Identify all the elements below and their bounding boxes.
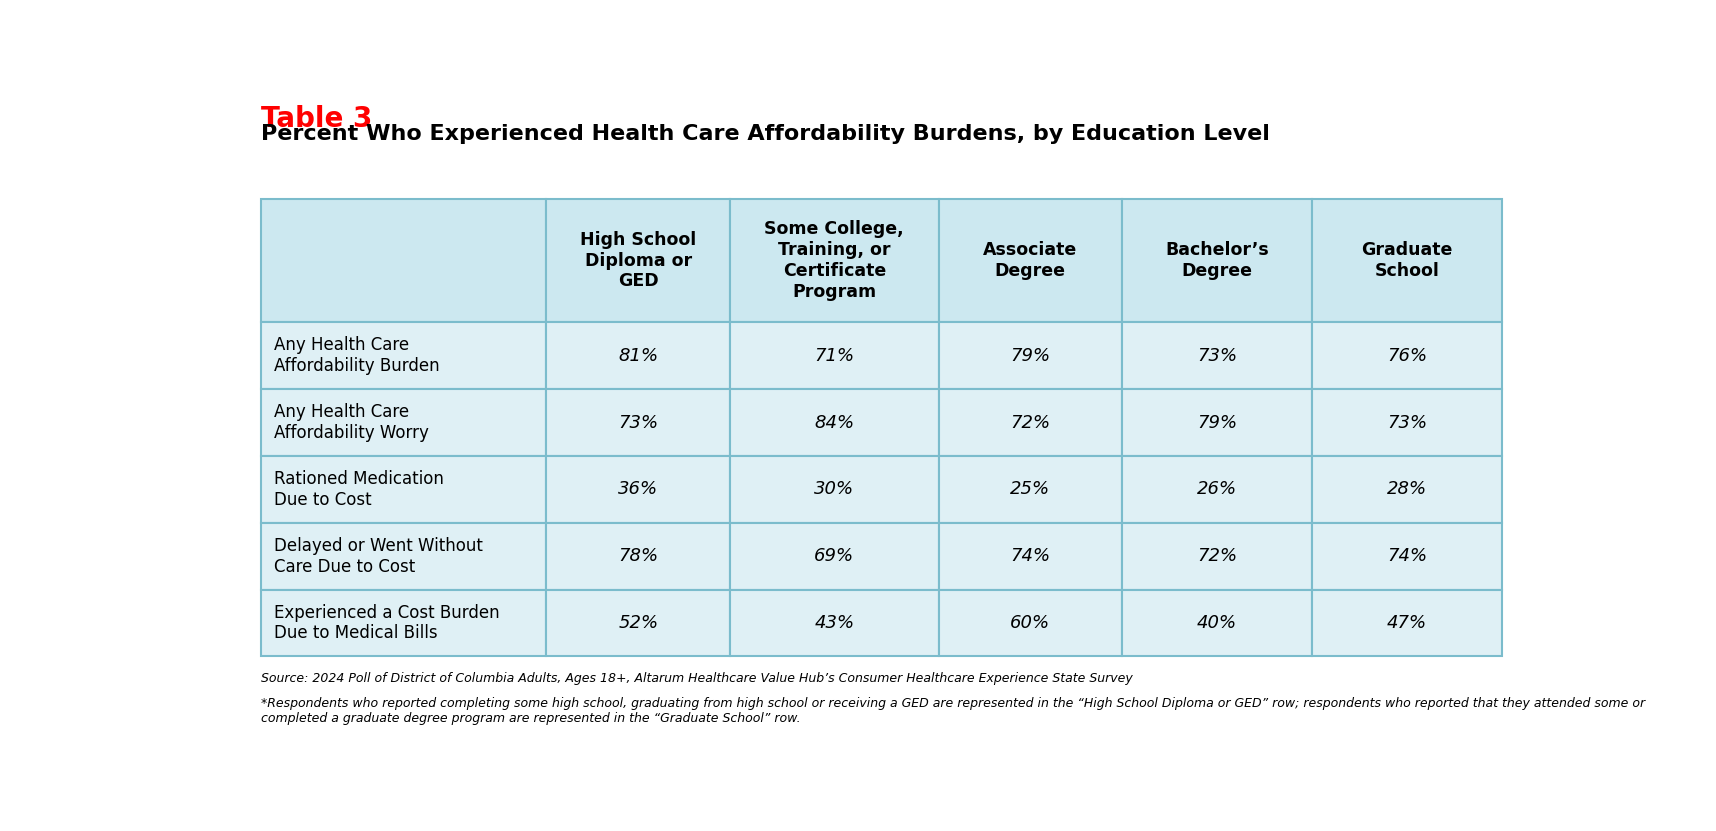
Text: Table 3: Table 3 bbox=[261, 105, 372, 133]
Bar bbox=[1313, 456, 1502, 523]
Bar bbox=[1313, 322, 1502, 389]
Text: 73%: 73% bbox=[618, 414, 659, 431]
Text: 79%: 79% bbox=[1011, 347, 1050, 365]
Bar bbox=[261, 456, 546, 523]
Text: 81%: 81% bbox=[618, 347, 659, 365]
Bar bbox=[939, 590, 1122, 656]
Bar bbox=[1122, 322, 1313, 389]
Text: Percent Who Experienced Health Care Affordability Burdens, by Education Level: Percent Who Experienced Health Care Affo… bbox=[261, 124, 1270, 144]
Bar bbox=[1313, 199, 1502, 322]
Bar bbox=[261, 389, 546, 456]
Text: 71%: 71% bbox=[813, 347, 855, 365]
Text: 40%: 40% bbox=[1198, 614, 1237, 632]
Bar bbox=[261, 322, 546, 389]
Text: Any Health Care
Affordability Burden: Any Health Care Affordability Burden bbox=[275, 337, 439, 376]
Bar bbox=[939, 456, 1122, 523]
Text: Source: 2024 Poll of District of Columbia Adults, Ages 18+, Altarum Healthcare V: Source: 2024 Poll of District of Columbi… bbox=[261, 672, 1133, 686]
Text: 47%: 47% bbox=[1387, 614, 1428, 632]
Bar bbox=[1122, 199, 1313, 322]
Bar bbox=[1313, 590, 1502, 656]
Bar bbox=[729, 590, 939, 656]
Bar bbox=[546, 456, 729, 523]
Text: 79%: 79% bbox=[1198, 414, 1237, 431]
Text: 73%: 73% bbox=[1198, 347, 1237, 365]
Bar bbox=[729, 199, 939, 322]
Bar bbox=[729, 456, 939, 523]
Bar bbox=[1122, 590, 1313, 656]
Bar bbox=[261, 590, 546, 656]
Text: 60%: 60% bbox=[1011, 614, 1050, 632]
Text: 43%: 43% bbox=[813, 614, 855, 632]
Text: Some College,
Training, or
Certificate
Program: Some College, Training, or Certificate P… bbox=[765, 220, 904, 301]
Bar bbox=[1122, 389, 1313, 456]
Bar bbox=[939, 199, 1122, 322]
Text: 25%: 25% bbox=[1011, 480, 1050, 499]
Text: 74%: 74% bbox=[1387, 547, 1428, 565]
Bar bbox=[729, 389, 939, 456]
Bar bbox=[546, 322, 729, 389]
Text: 84%: 84% bbox=[813, 414, 855, 431]
Bar bbox=[546, 199, 729, 322]
Bar bbox=[939, 523, 1122, 590]
Bar bbox=[939, 389, 1122, 456]
Text: 26%: 26% bbox=[1198, 480, 1237, 499]
Bar bbox=[1313, 389, 1502, 456]
Bar bbox=[261, 199, 546, 322]
Text: Any Health Care
Affordability Worry: Any Health Care Affordability Worry bbox=[275, 403, 429, 442]
Bar bbox=[546, 389, 729, 456]
Text: Rationed Medication
Due to Cost: Rationed Medication Due to Cost bbox=[275, 470, 444, 509]
Text: 69%: 69% bbox=[813, 547, 855, 565]
Bar bbox=[1313, 523, 1502, 590]
Bar bbox=[729, 523, 939, 590]
Text: 73%: 73% bbox=[1387, 414, 1428, 431]
Text: 36%: 36% bbox=[618, 480, 659, 499]
Text: Delayed or Went Without
Care Due to Cost: Delayed or Went Without Care Due to Cost bbox=[275, 537, 484, 576]
Text: Graduate
School: Graduate School bbox=[1361, 241, 1453, 280]
Text: 76%: 76% bbox=[1387, 347, 1428, 365]
Text: Associate
Degree: Associate Degree bbox=[983, 241, 1078, 280]
Text: 72%: 72% bbox=[1198, 547, 1237, 565]
Bar bbox=[939, 322, 1122, 389]
Bar bbox=[729, 322, 939, 389]
Bar bbox=[546, 523, 729, 590]
Text: 78%: 78% bbox=[618, 547, 659, 565]
Text: 74%: 74% bbox=[1011, 547, 1050, 565]
Bar bbox=[1122, 523, 1313, 590]
Text: High School
Diploma or
GED: High School Diploma or GED bbox=[580, 231, 697, 291]
Text: 30%: 30% bbox=[813, 480, 855, 499]
Text: 28%: 28% bbox=[1387, 480, 1428, 499]
Bar bbox=[1122, 456, 1313, 523]
Text: 52%: 52% bbox=[618, 614, 659, 632]
Text: Bachelor’s
Degree: Bachelor’s Degree bbox=[1165, 241, 1268, 280]
Text: Experienced a Cost Burden
Due to Medical Bills: Experienced a Cost Burden Due to Medical… bbox=[275, 603, 499, 642]
Bar bbox=[261, 523, 546, 590]
Text: 72%: 72% bbox=[1011, 414, 1050, 431]
Bar bbox=[546, 590, 729, 656]
Text: *Respondents who reported completing some high school, graduating from high scho: *Respondents who reported completing som… bbox=[261, 696, 1646, 725]
